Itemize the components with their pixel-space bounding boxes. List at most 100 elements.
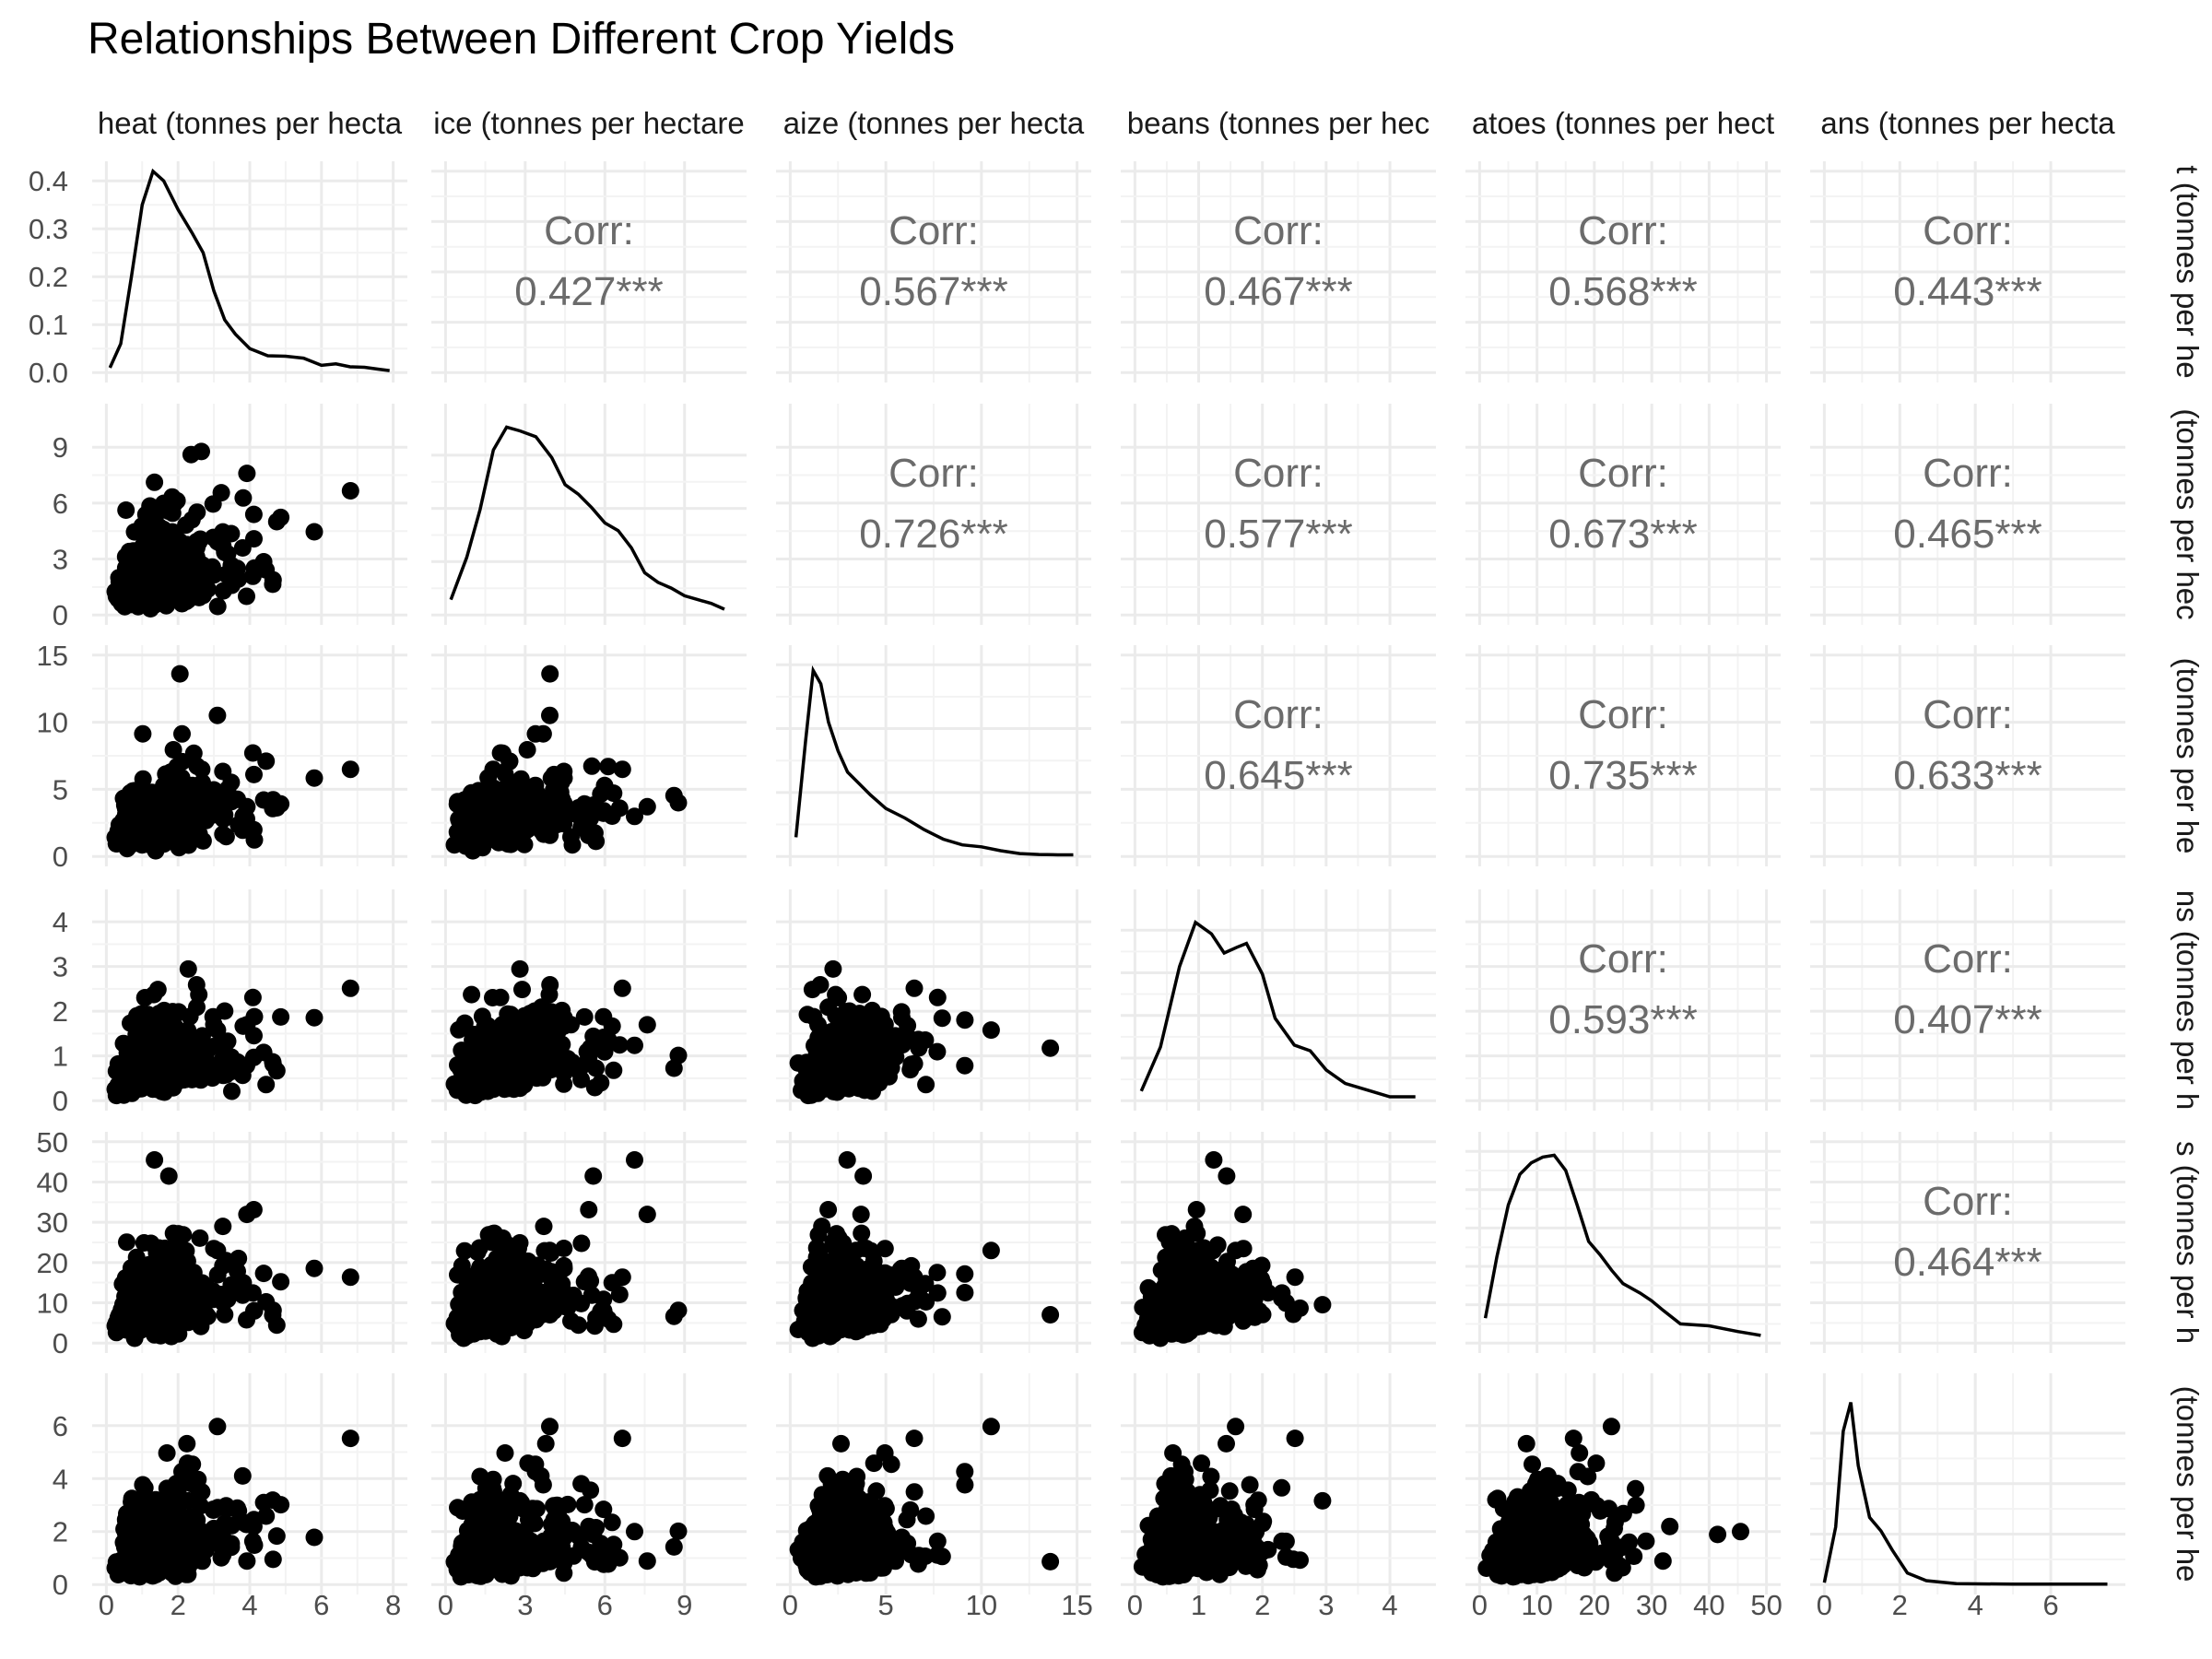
scatter-point [814, 1284, 831, 1302]
correlation-label: Corr: [1923, 936, 2013, 982]
scatter-point [170, 839, 188, 857]
scatter-point [905, 1054, 924, 1073]
scatter-point [117, 1291, 135, 1310]
scatter-point [188, 503, 206, 522]
scatter-point [136, 1055, 155, 1074]
scatter-point [148, 552, 167, 571]
scatter-point [233, 1286, 252, 1304]
scatter-point [1204, 1241, 1222, 1260]
scatter-point [129, 566, 147, 584]
scatter-point [481, 809, 500, 828]
scatter-point [819, 1201, 838, 1218]
scatter-point [257, 1076, 276, 1094]
scatter-point [824, 1233, 842, 1252]
scatter-point [582, 757, 601, 775]
scatter-point [854, 1167, 873, 1185]
scatter-point [638, 1016, 656, 1034]
scatter-point [928, 988, 947, 1006]
scatter-point [243, 744, 262, 762]
scatter-point [909, 1310, 927, 1328]
scatter-point [272, 508, 290, 526]
scatter-point [168, 758, 186, 776]
scatter-point [234, 1274, 253, 1292]
scatter-point [218, 1032, 237, 1051]
scatter-point [229, 559, 246, 578]
row-strip-label: (tonnes per he [2171, 1386, 2205, 1583]
scatter-point [341, 979, 359, 997]
scatter-point [551, 1053, 570, 1071]
scatter-point [916, 1275, 935, 1293]
scatter-point [584, 1167, 603, 1185]
panel-grid [776, 645, 1091, 866]
correlation-value: 0.577*** [1204, 512, 1352, 557]
scatter-point [669, 794, 688, 812]
scatter-point [113, 825, 132, 843]
scatter-point [956, 1284, 974, 1301]
scatter-point [526, 724, 545, 743]
scatter-point [205, 1038, 222, 1055]
scatter-point [522, 1067, 539, 1086]
scatter-point [341, 1268, 359, 1287]
correlation-value: 0.465*** [1893, 512, 2041, 557]
correlation-label: Corr: [1923, 692, 2013, 737]
scatter-point [305, 769, 324, 787]
scatter-point [463, 825, 481, 842]
scatter-point [208, 597, 227, 616]
scatter-point [853, 1224, 871, 1242]
panel-grid [92, 161, 407, 382]
scatter-point [238, 465, 256, 483]
scatter-point [831, 1321, 850, 1339]
correlation-label: Corr: [888, 208, 979, 253]
scatter-point [473, 1030, 491, 1048]
scatter-point [893, 1036, 912, 1054]
scatter-point [917, 1076, 935, 1094]
scatter-point [928, 1042, 947, 1061]
scatter-point [1234, 1240, 1253, 1258]
scatter-point [182, 1312, 200, 1330]
scatter-point [168, 1284, 186, 1302]
scatter-point [909, 1030, 927, 1049]
scatter-point [605, 1315, 623, 1334]
scatter-point [899, 1294, 917, 1312]
scatter-point [127, 547, 146, 565]
scatter-point [455, 1241, 474, 1260]
correlation-value: 0.726*** [859, 512, 1007, 557]
correlation-label: Corr: [1233, 692, 1324, 737]
correlation-label: Corr: [1578, 936, 1668, 982]
scatter-point [873, 1267, 891, 1286]
scatter-point [264, 575, 282, 594]
scatter-point [500, 1293, 519, 1311]
scatter-point [127, 1030, 145, 1048]
scatter-point [238, 587, 255, 606]
correlation-label: Corr: [1578, 451, 1668, 496]
scatter-point [193, 442, 210, 461]
scatter-point [803, 981, 821, 999]
scatter-point [208, 1265, 227, 1284]
scatter-point [807, 1239, 826, 1257]
scatter-point [238, 1206, 256, 1224]
scatter-point [585, 1078, 604, 1097]
scatter-point [155, 1253, 173, 1271]
column-strip-label: ice (tonnes per hectare [433, 106, 745, 140]
column-strip-label: beans (tonnes per hec [1127, 106, 1430, 140]
scatter-point [463, 985, 481, 1004]
scatter-point [245, 765, 263, 783]
scatter-point [463, 1284, 481, 1302]
scatter-point [191, 1229, 209, 1247]
scatter-point [605, 784, 623, 803]
scatter-point [1232, 1274, 1251, 1292]
scatter-point [233, 539, 252, 557]
scatter-point [168, 1030, 186, 1049]
scatter-point [305, 1259, 324, 1277]
scatter-point [824, 959, 842, 978]
scatter-point [217, 828, 235, 846]
scatter-point [205, 1282, 222, 1300]
scatter-point [513, 1305, 531, 1324]
scatter-point [873, 1067, 891, 1086]
scatter-point [513, 981, 531, 999]
scatter-point [594, 1007, 613, 1026]
scatter-point [599, 1030, 618, 1049]
scatter-point [450, 1073, 468, 1090]
scatter-point [572, 1234, 591, 1253]
scatter-point [148, 831, 167, 850]
